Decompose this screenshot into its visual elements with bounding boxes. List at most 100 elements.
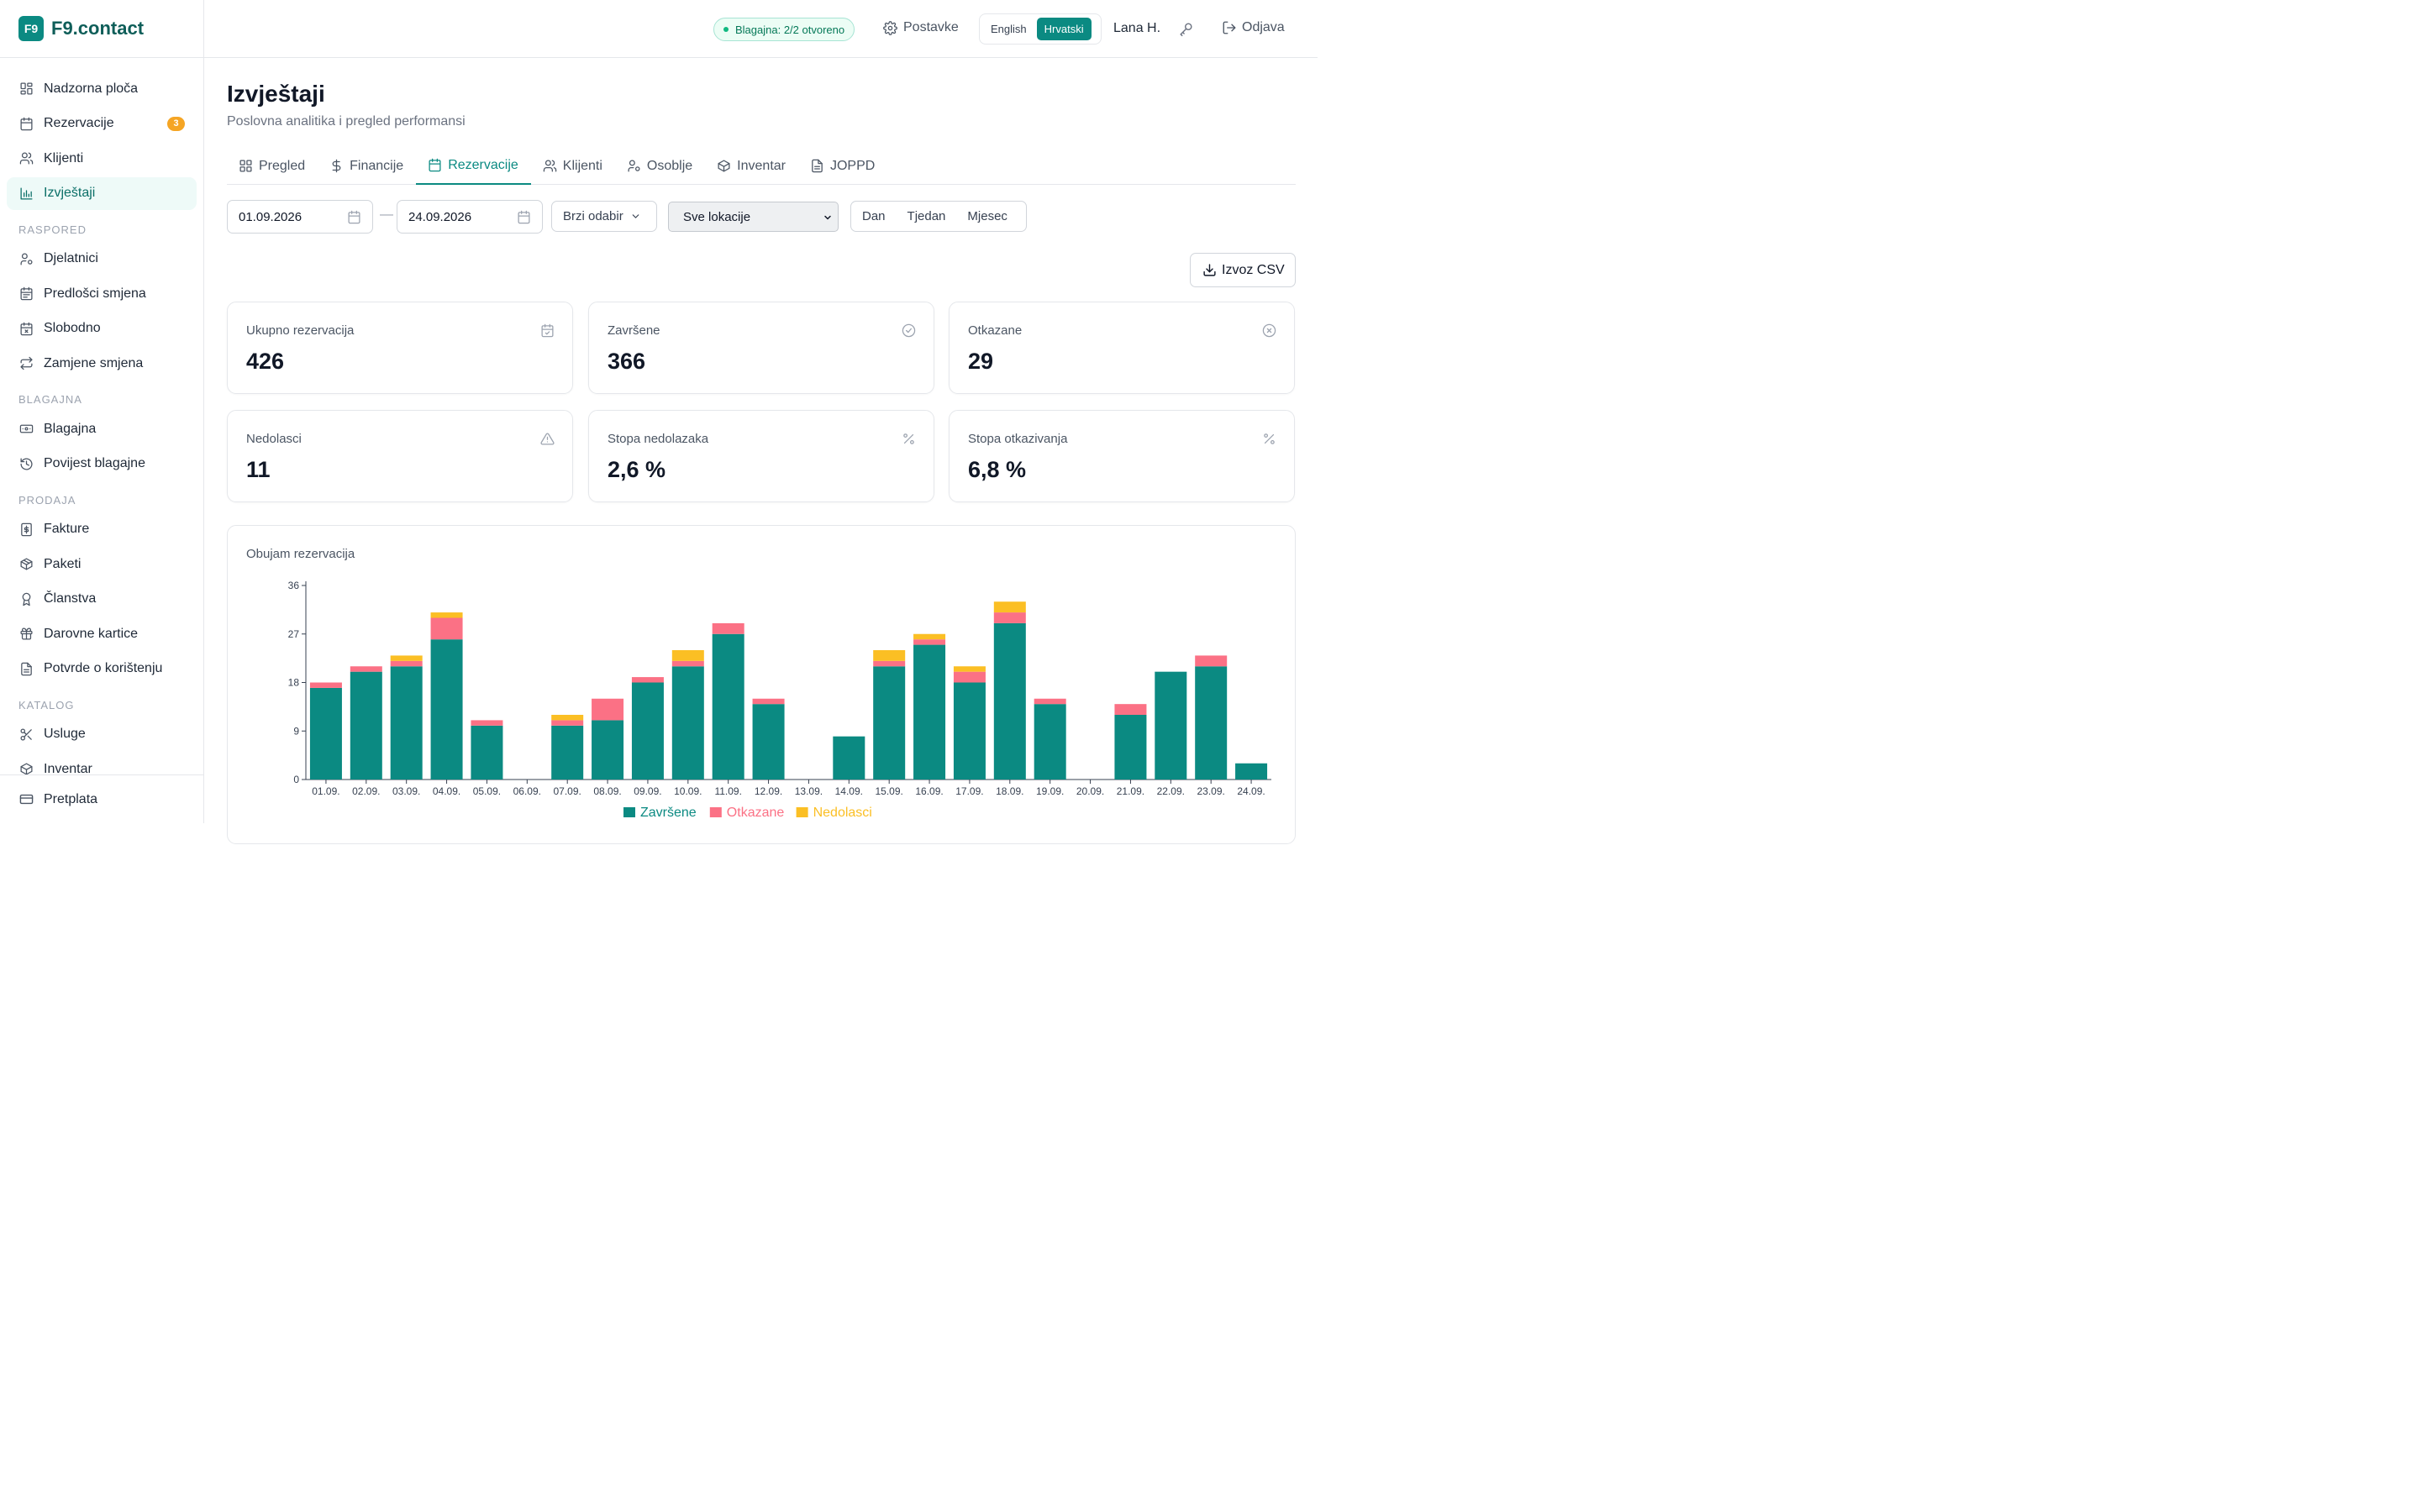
tab-joppd[interactable]: JOPPD	[798, 147, 887, 185]
bar-zavrsene-10	[712, 633, 744, 780]
cash-icon	[18, 422, 34, 437]
tab-label: Osoblje	[646, 158, 693, 173]
sidebar-item-label: Paketi	[44, 556, 82, 571]
period-toggle: Dan Tjedan Mjesec	[850, 201, 1027, 232]
x-tick-label: 11.09.	[714, 785, 741, 797]
y-tick-label: 36	[288, 580, 300, 591]
dashboard-icon	[18, 81, 34, 97]
x-tick-label: 23.09.	[1197, 785, 1225, 797]
credit-card-icon	[18, 792, 34, 807]
tab-inventar[interactable]: Inventar	[705, 147, 798, 185]
calendar-icon	[428, 158, 448, 172]
sidebar-item-label: Povijest blagajne	[44, 456, 145, 470]
sidebar-item-label: Usluge	[44, 727, 86, 741]
logout-link[interactable]: Odjava	[1222, 20, 1285, 35]
x-tick-label: 06.09.	[513, 785, 541, 797]
sidebar-item-usluge[interactable]: Usluge	[7, 718, 197, 751]
stat-value: 11	[246, 457, 271, 482]
x-circle-icon	[1262, 323, 1276, 338]
check-circle-icon	[902, 323, 916, 338]
date-to-input[interactable]: 24.09.2026	[397, 200, 543, 234]
sidebar-item-pretplata[interactable]: Pretplata	[7, 783, 197, 816]
sidebar-item-povijest-blagajne[interactable]: Povijest blagajne	[7, 448, 197, 480]
bar-otkazane-20	[1114, 704, 1147, 715]
bar-otkazane-16	[953, 671, 986, 683]
report-tabs: Pregled Financije Rezervacije Klijenti Osobl…	[227, 147, 1296, 185]
stat-card-otkazane: Otkazane 29	[949, 302, 1295, 394]
tab-financije[interactable]: Financije	[318, 147, 416, 185]
bar-otkazane-4	[471, 720, 503, 726]
tab-osoblje[interactable]: Osoblje	[615, 147, 705, 185]
tab-label: Inventar	[737, 158, 786, 173]
y-tick-label: 0	[293, 774, 299, 785]
users-icon	[18, 151, 34, 166]
x-tick-label: 13.09.	[795, 785, 823, 797]
period-month-button[interactable]: Mjesec	[967, 209, 1007, 223]
sidebar-nav: Nadzorna ploča Rezervacije 3 Klijenti Izvješ…	[7, 72, 197, 788]
key-icon[interactable]	[1178, 21, 1194, 37]
page-title: Izvještaji	[227, 81, 325, 107]
bar-otkazane-22	[1195, 655, 1228, 667]
tab-label: Pregled	[259, 158, 306, 173]
date-from-input[interactable]: 01.09.2026	[227, 200, 373, 234]
bar-otkazane-2	[390, 660, 423, 667]
brand[interactable]: F9 F9.contact	[0, 0, 203, 58]
lang-croatian-button[interactable]: Hrvatski	[1036, 18, 1092, 40]
bar-otkazane-14	[873, 660, 906, 667]
sidebar-item-label: Djelatnici	[44, 251, 98, 265]
stat-label: Završene	[608, 323, 660, 338]
bar-nedolasci-2	[390, 655, 423, 661]
settings-link[interactable]: Postavke	[883, 20, 959, 35]
tab-pregled[interactable]: Pregled	[227, 147, 318, 185]
stat-value: 6,8 %	[968, 457, 1027, 482]
sidebar-item-clanstva[interactable]: Članstva	[7, 583, 197, 616]
sidebar-item-klijenti[interactable]: Klijenti	[7, 142, 197, 175]
sidebar-item-inventar[interactable]: Inventar	[7, 753, 197, 785]
user-cog-icon	[18, 251, 34, 266]
x-tick-label: 07.09.	[554, 785, 581, 797]
user-name[interactable]: Lana H.	[1113, 21, 1161, 35]
sidebar-item-rezervacije[interactable]: Rezervacije 3	[7, 108, 197, 140]
period-day-button[interactable]: Dan	[862, 209, 886, 223]
quick-select-dropdown[interactable]: Brzi odabir	[551, 201, 657, 232]
bar-zavrsene-7	[592, 720, 624, 780]
sidebar-item-blagajna[interactable]: Blagajna	[7, 412, 197, 445]
swap-icon	[18, 356, 34, 371]
location-select[interactable]: Sve lokacije	[668, 202, 839, 232]
sidebar-item-potvrde-o-koristenju[interactable]: Potvrde o korištenju	[7, 653, 197, 685]
sidebar-item-predlosci-smjena[interactable]: Predlošci smjena	[7, 277, 197, 310]
period-week-button[interactable]: Tjedan	[907, 209, 946, 223]
logout-icon	[1223, 21, 1236, 34]
stat-label: Ukupno rezervacija	[246, 323, 355, 338]
bar-zavrsene-16	[953, 682, 986, 780]
bar-nedolasci-17	[993, 601, 1026, 613]
language-switcher: English Hrvatski	[979, 13, 1102, 45]
bar-nedolasci-6	[551, 715, 584, 721]
legend-label-otkazane: Otkazane	[727, 806, 785, 820]
tab-rezervacije[interactable]: Rezervacije	[416, 147, 531, 185]
sidebar-item-djelatnici[interactable]: Djelatnici	[7, 243, 197, 276]
sidebar-item-zamjene-smjena[interactable]: Zamjene smjena	[7, 347, 197, 380]
bar-zavrsene-1	[350, 671, 382, 780]
stat-card-stopa-nedolazaka: Stopa nedolazaka 2,6 %	[588, 410, 934, 502]
package-icon	[18, 557, 34, 572]
sidebar-item-label: Nadzorna ploča	[44, 81, 139, 96]
cash-register-status-badge[interactable]: Blagajna: 2/2 otvoreno	[713, 18, 855, 41]
settings-label: Postavke	[903, 20, 959, 34]
sidebar-item-fakture[interactable]: Fakture	[7, 513, 197, 546]
sidebar-item-darovne-kartice[interactable]: Darovne kartice	[7, 617, 197, 650]
sidebar-section-title: RASPORED	[18, 223, 87, 236]
export-csv-button[interactable]: Izvoz CSV	[1190, 253, 1296, 287]
download-icon	[1203, 264, 1216, 276]
lang-english-button[interactable]: English	[991, 23, 1027, 35]
sidebar-item-label: Klijenti	[44, 150, 84, 165]
tab-klijenti[interactable]: Klijenti	[531, 147, 615, 185]
sidebar-item-nadzorna-ploca[interactable]: Nadzorna ploča	[7, 72, 197, 105]
calendar-template-icon	[18, 286, 34, 302]
sidebar-item-slobodno[interactable]: Slobodno	[7, 312, 197, 345]
booking-volume-chart-card: Obujam rezervacija 0 9 18 27 36 01.09. 02.09. 0…	[227, 525, 1296, 844]
y-tick-label: 9	[293, 725, 299, 737]
x-tick-label: 12.09.	[755, 785, 782, 797]
sidebar-item-izvjestaji[interactable]: Izvještaji	[7, 176, 197, 210]
sidebar-item-paketi[interactable]: Paketi	[7, 548, 197, 580]
